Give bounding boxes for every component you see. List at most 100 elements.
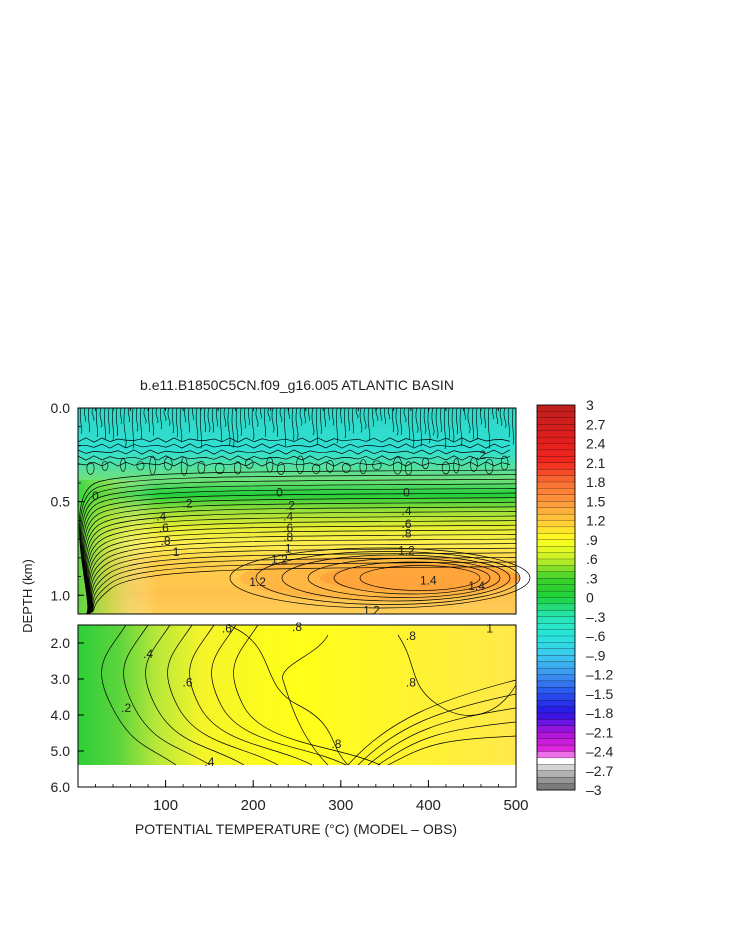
noise-contour <box>344 407 346 439</box>
contour-label: .2 <box>121 701 131 715</box>
contour-label: .6 <box>222 622 232 636</box>
noise-contour <box>359 407 363 433</box>
contour-label: .6 <box>283 521 293 535</box>
noise-contour <box>453 458 460 474</box>
contour-label: 1.4 <box>420 573 437 587</box>
colorbar-cell <box>536 635 576 643</box>
colorbar-cell <box>536 565 576 573</box>
colorbar-cell <box>536 712 576 720</box>
noise-contour <box>484 407 486 429</box>
noise-contour <box>197 461 206 474</box>
contour-label: .8 <box>401 526 411 540</box>
y-axis-label: DEPTH (km) <box>20 559 35 633</box>
noise-contour <box>451 407 455 443</box>
contour-line <box>397 634 517 716</box>
noise-contour <box>467 407 471 434</box>
noise-contour <box>384 407 386 425</box>
noise-contour <box>443 407 447 450</box>
noise-contour <box>95 407 99 437</box>
x-tick-label: 100 <box>153 797 178 814</box>
noise-contour <box>195 407 199 440</box>
contour-line <box>85 520 517 615</box>
contour-label: 1.4 <box>468 579 485 593</box>
lower-panel-frame <box>77 624 517 788</box>
y-tick-label: 0.5 <box>51 494 71 510</box>
noise-contour <box>163 407 167 421</box>
noise-contour <box>99 407 103 428</box>
noise-contour <box>288 407 290 419</box>
noise-contour <box>459 407 463 447</box>
x-tick-label: 400 <box>416 797 441 814</box>
colorbar-cell <box>536 558 576 566</box>
colorbar-cell <box>536 700 576 707</box>
colorbar-label: –.6 <box>586 628 606 644</box>
colorbar-cell <box>536 411 576 419</box>
colorbar-cell <box>536 706 576 714</box>
lower-panel-empty <box>78 765 516 787</box>
noise-contour <box>123 407 127 449</box>
colorbar-label: –.3 <box>586 609 606 625</box>
colorbar-cell <box>536 719 576 727</box>
noise-contour <box>179 407 183 443</box>
noise-contour <box>299 407 303 426</box>
noise-contour <box>260 407 262 419</box>
contour-label: 0 <box>92 489 99 503</box>
colorbar-cell <box>536 424 576 431</box>
contour-label: .2 <box>476 448 486 462</box>
noise-contour <box>485 458 494 475</box>
contour-label: .4 <box>143 647 153 661</box>
contour-line <box>85 529 517 615</box>
colorbar-cell <box>536 693 576 701</box>
noise-contour <box>403 407 407 423</box>
contour-line <box>77 449 511 455</box>
colorbar-cell <box>536 629 576 637</box>
colorbar-cell <box>536 539 576 547</box>
colorbar-cell <box>536 738 576 746</box>
noise-contour <box>380 407 382 421</box>
noise-contour <box>375 407 379 421</box>
noise-contour <box>495 407 499 425</box>
contour-ellipse <box>281 554 511 602</box>
contour-label: .6 <box>401 517 411 531</box>
colorbar-cell <box>536 680 576 688</box>
colorbar-cell <box>536 417 576 425</box>
colorbar-cell <box>536 469 576 476</box>
noise-contour <box>240 407 242 436</box>
noise-contour <box>348 407 350 432</box>
colorbar-label: .9 <box>586 532 598 548</box>
noise-contour <box>184 407 186 423</box>
noise-contour <box>127 407 131 423</box>
noise-contour <box>101 461 109 471</box>
noise-contour <box>492 407 494 420</box>
contour-line <box>85 566 517 615</box>
colorbar-cell <box>536 777 576 784</box>
contour-label: .6 <box>159 521 169 535</box>
contour-label: 1 <box>486 622 493 636</box>
contour-label: 0 <box>403 485 410 499</box>
noise-contour <box>308 407 310 421</box>
noise-contour <box>135 407 139 432</box>
noise-contour <box>399 407 403 436</box>
colorbar-label: –1.8 <box>586 705 613 721</box>
noise-contour <box>472 407 474 440</box>
colorbar-cell <box>536 687 576 695</box>
contour-line <box>167 624 279 766</box>
colorbar-cell <box>536 783 576 791</box>
upper-panel-frame <box>77 407 517 615</box>
colorbar-cell <box>536 744 576 752</box>
colorbar-label: –.9 <box>586 647 606 663</box>
contour-label: .2 <box>182 497 192 511</box>
x-tick-label: 300 <box>328 797 353 814</box>
contour-line <box>211 624 347 766</box>
contour-line <box>347 679 517 766</box>
contour-ellipse <box>255 551 521 605</box>
noise-contour <box>245 458 254 469</box>
noise-contour <box>407 407 411 440</box>
noise-contour <box>86 461 95 475</box>
noise-contour <box>336 407 338 444</box>
contour-label: 1 <box>285 541 292 555</box>
noise-contour <box>235 407 239 443</box>
contour-label: .4 <box>401 504 411 518</box>
noise-contour <box>393 456 403 475</box>
noise-contour <box>220 407 222 442</box>
